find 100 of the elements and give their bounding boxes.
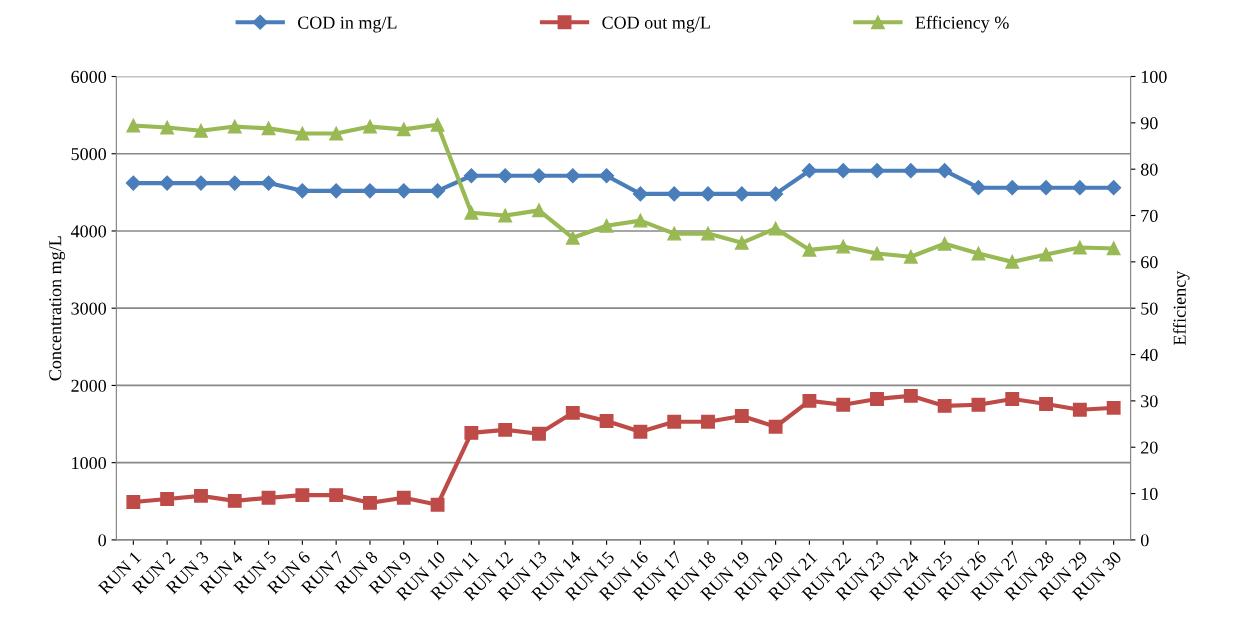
y2-tick-label: 0 [1140,534,1149,547]
point [261,121,276,136]
point [836,239,851,254]
point [464,425,479,440]
point [835,163,851,179]
point [903,388,918,403]
y-axis-title: Concentration mg/L [49,236,66,381]
y-tick-label: 6000 [71,70,107,83]
point [430,117,445,132]
y-tick-label: 1000 [72,456,107,470]
point [734,408,749,423]
point [599,218,614,233]
point [870,246,884,261]
point [1039,397,1053,411]
point [903,163,919,179]
point [599,414,614,428]
point [970,180,987,196]
point [396,183,412,199]
point [1072,402,1087,417]
y-tick-label: 4000 [70,225,107,238]
point [734,235,749,250]
point [869,163,885,179]
point [971,397,986,412]
y-tick-label: 0 [98,534,107,547]
point [159,175,175,191]
point [599,168,615,184]
point [701,226,715,241]
point [1005,254,1020,269]
point [497,168,513,184]
y-tick-label: 5000 [71,148,107,161]
point [1106,241,1121,256]
point [802,393,817,408]
y2-axis-title: Efficiency [1172,270,1190,346]
point [734,186,750,202]
point [971,246,986,261]
point [194,488,208,503]
point [565,230,580,245]
point [396,490,411,505]
point [801,163,817,179]
point [396,122,411,137]
point [260,175,277,191]
point [633,424,648,439]
point [768,221,783,236]
point [126,495,141,509]
point [227,119,242,134]
point [1072,180,1088,196]
point [667,226,682,241]
y2-tick-label: 100 [1141,70,1167,83]
point [633,213,648,228]
point [160,120,175,135]
point [430,497,445,512]
point [160,492,175,506]
point [1005,392,1020,406]
point [227,175,243,191]
point [329,488,344,503]
point [1106,180,1122,196]
point [194,123,208,138]
point [125,175,141,191]
y2-tick-label: 40 [1140,348,1158,361]
legend-label: COD out mg/L [602,16,710,33]
point [363,119,377,134]
point [701,414,715,429]
point [430,183,446,199]
point [870,392,884,406]
y2-tick-label: 30 [1141,395,1158,408]
point [463,168,479,184]
point [261,490,276,505]
point [498,208,513,223]
point [532,203,546,218]
point [328,183,344,199]
y-tick-label: 3000 [71,302,107,315]
point [294,183,310,199]
point [903,249,918,264]
point [227,493,242,508]
y2-tick-label: 90 [1140,117,1158,130]
point [464,205,479,220]
point [802,242,817,257]
point [1039,247,1053,262]
point [937,398,952,413]
point [1106,400,1121,415]
point [768,419,783,434]
point [565,168,581,184]
point [363,495,377,510]
y2-tick-label: 50 [1141,302,1158,315]
point [565,405,580,420]
point [531,168,547,184]
point [329,126,344,141]
point [532,426,546,441]
y2-tick-label: 10 [1141,487,1158,500]
point [700,186,716,202]
point [1038,180,1054,196]
point [295,126,310,141]
point [1004,180,1020,196]
point [666,186,682,202]
point [836,397,851,412]
legend-label: Efficiency % [915,15,1009,33]
point [295,488,310,503]
y2-tick-label: 70 [1141,209,1158,222]
point [1072,240,1087,255]
point [193,175,209,191]
